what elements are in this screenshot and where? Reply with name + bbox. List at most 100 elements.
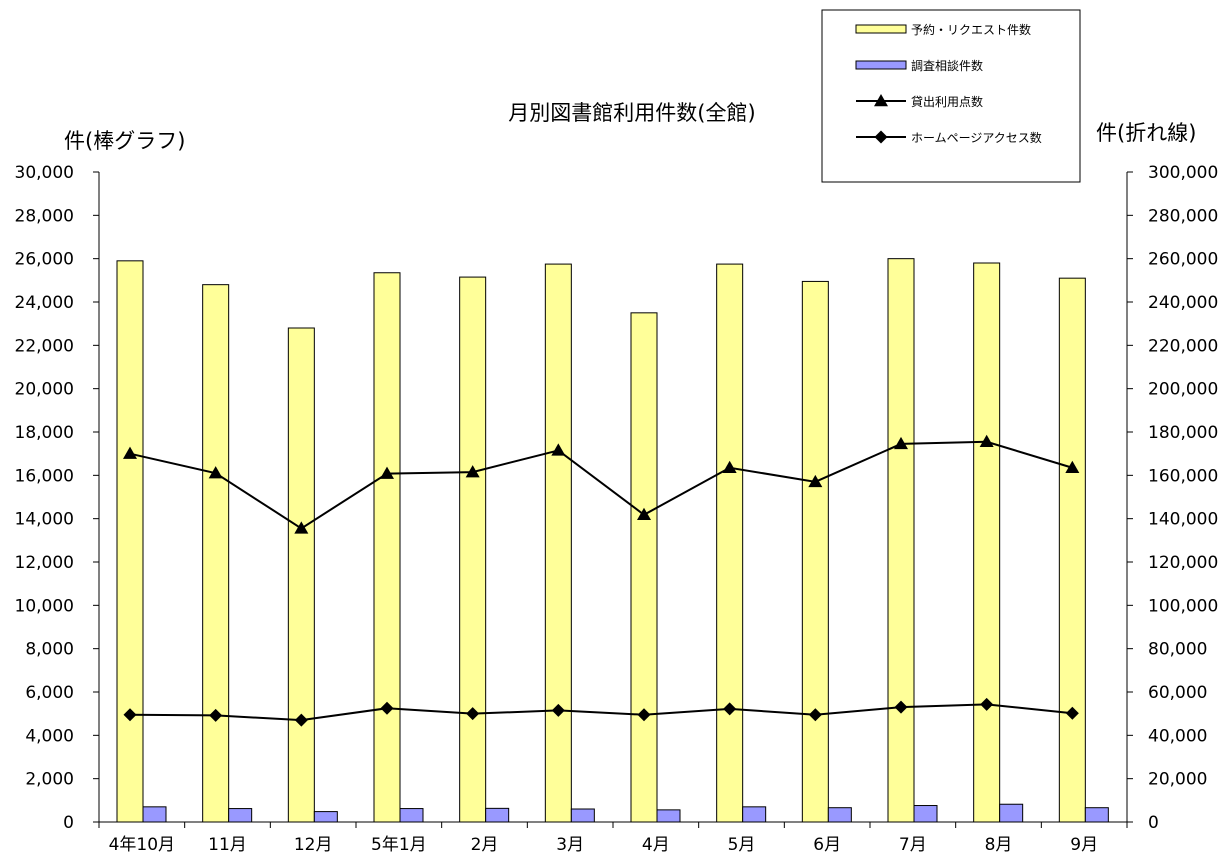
right-tick-label: 40,000 xyxy=(1148,726,1207,746)
right-tick-label: 220,000 xyxy=(1148,336,1218,356)
bar-consultation xyxy=(228,808,253,823)
point-homepage-access xyxy=(123,708,137,722)
chart-title: 月別図書館利用件数(全館) xyxy=(508,101,755,125)
point-lending xyxy=(1065,460,1080,473)
point-lending xyxy=(894,436,908,450)
x-tick-label: 11月 xyxy=(208,835,247,855)
right-tick-label: 300,000 xyxy=(1148,163,1218,183)
x-tick-label: 12月 xyxy=(294,835,333,855)
x-tick-label: 2月 xyxy=(471,835,499,855)
x-tick-label: 6月 xyxy=(813,835,841,855)
bar-consultation xyxy=(1084,807,1109,823)
legend-item-consultation-swatch xyxy=(855,60,907,70)
legend-item-lending-marker xyxy=(874,94,888,107)
left-tick-label: 12,000 xyxy=(15,553,74,573)
point-homepage-access xyxy=(637,708,651,722)
bar-consultation xyxy=(570,808,595,823)
point-lending xyxy=(380,466,394,479)
left-tick-label: 4,000 xyxy=(25,726,74,746)
point-homepage-access xyxy=(551,703,565,717)
left-tick-label: 26,000 xyxy=(15,250,74,270)
right-tick-label: 0 xyxy=(1148,813,1159,833)
x-tick-label: 5年1月 xyxy=(371,835,427,855)
x-tick-label: 8月 xyxy=(985,835,1013,855)
bar-reservation xyxy=(801,280,829,823)
x-tick-label: 4月 xyxy=(642,835,670,855)
bar-consultation xyxy=(742,806,767,823)
left-tick-label: 2,000 xyxy=(25,770,74,790)
left-tick-label: 14,000 xyxy=(15,510,74,530)
right-tick-label: 60,000 xyxy=(1148,683,1207,703)
right-tick-label: 260,000 xyxy=(1148,250,1218,270)
right-axis-label: 件(折れ線) xyxy=(1096,121,1196,145)
right-tick-label: 240,000 xyxy=(1148,293,1218,313)
bar-consultation xyxy=(313,811,338,823)
left-tick-label: 28,000 xyxy=(15,206,74,226)
legend-item-consultation-label: 調査相談件数 xyxy=(911,58,983,73)
left-tick-label: 6,000 xyxy=(25,683,74,703)
left-tick-label: 16,000 xyxy=(15,466,74,486)
left-tick-label: 8,000 xyxy=(25,640,74,660)
bar-reservation xyxy=(459,276,487,823)
bar-consultation xyxy=(999,803,1024,823)
left-axis-label: 件(棒グラフ) xyxy=(64,129,185,153)
right-tick-label: 100,000 xyxy=(1148,596,1218,616)
right-tick-label: 280,000 xyxy=(1148,206,1218,226)
legend-item-reservation-label: 予約・リクエスト件数 xyxy=(911,22,1031,37)
left-tick-label: 30,000 xyxy=(15,163,74,183)
point-lending xyxy=(637,507,651,521)
right-tick-label: 160,000 xyxy=(1148,466,1218,486)
right-tick-label: 200,000 xyxy=(1148,380,1218,400)
right-tick-label: 20,000 xyxy=(1148,770,1207,790)
left-tick-label: 24,000 xyxy=(15,293,74,313)
point-lending xyxy=(551,443,566,456)
left-tick-label: 22,000 xyxy=(15,336,74,356)
point-homepage-access xyxy=(380,701,394,715)
bar-consultation xyxy=(656,809,681,823)
bar-consultation xyxy=(399,808,424,823)
point-lending xyxy=(722,460,737,473)
x-tick-label: 9月 xyxy=(1070,835,1098,855)
legend-item-homepage-access-marker xyxy=(874,130,888,144)
right-tick-label: 140,000 xyxy=(1148,510,1218,530)
bar-reservation xyxy=(1058,277,1086,823)
point-lending xyxy=(294,521,309,534)
bar-reservation xyxy=(202,284,230,823)
bar-consultation xyxy=(913,805,938,823)
point-homepage-access xyxy=(723,702,737,716)
bar-consultation xyxy=(485,807,510,823)
point-homepage-access xyxy=(894,700,908,714)
point-lending xyxy=(808,474,823,488)
legend-box xyxy=(821,9,1081,183)
point-lending xyxy=(208,466,223,479)
point-lending xyxy=(123,446,137,459)
legend-item-homepage-access-label: ホームページアクセス数 xyxy=(911,130,1042,145)
legend-item-reservation-swatch xyxy=(855,24,907,34)
left-tick-label: 10,000 xyxy=(15,596,74,616)
point-homepage-access xyxy=(980,697,994,711)
bar-reservation xyxy=(887,258,915,823)
x-tick-label: 5月 xyxy=(728,835,756,855)
left-tick-label: 20,000 xyxy=(15,380,74,400)
line-lending xyxy=(129,440,1073,530)
point-homepage-access xyxy=(808,708,822,722)
bar-consultation xyxy=(827,807,852,823)
point-homepage-access xyxy=(1065,706,1079,720)
legend-item-lending-label: 貸出利用点数 xyxy=(911,94,983,109)
bar-reservation xyxy=(116,260,144,823)
point-homepage-access xyxy=(466,707,480,721)
bar-reservation xyxy=(716,263,744,823)
x-tick-label: 4年10月 xyxy=(109,835,175,855)
line-homepage-access xyxy=(129,703,1073,722)
right-tick-label: 80,000 xyxy=(1148,640,1207,660)
left-tick-label: 18,000 xyxy=(15,423,74,443)
bar-reservation xyxy=(544,263,572,823)
left-tick-label: 0 xyxy=(63,813,74,833)
bar-reservation xyxy=(973,262,1001,823)
x-tick-label: 7月 xyxy=(899,835,927,855)
x-tick-label: 3月 xyxy=(556,835,584,855)
bar-reservation xyxy=(630,312,658,823)
point-homepage-access xyxy=(209,708,223,722)
